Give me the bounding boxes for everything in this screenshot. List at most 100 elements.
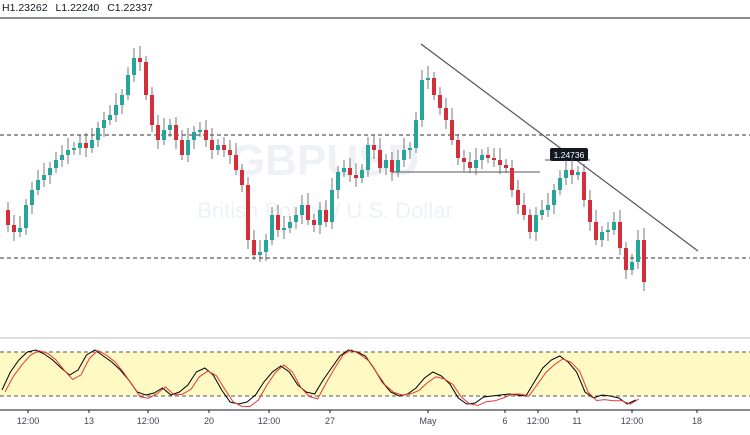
candle-up (366, 145, 370, 170)
candle-up (114, 105, 118, 115)
price-label-box (550, 148, 588, 161)
candle-down (144, 62, 148, 95)
x-axis-label: 11 (572, 416, 581, 426)
ohlc-close: C1.22337 (107, 2, 153, 14)
candle-up (36, 180, 40, 190)
candle-up (102, 120, 106, 128)
candle-up (396, 160, 400, 172)
stochastic-k-line (1, 349, 637, 405)
candle-down (204, 130, 208, 140)
candle-up (636, 240, 640, 262)
candle-up (48, 168, 52, 175)
candle-up (66, 150, 70, 155)
stochastic-band (0, 352, 750, 396)
candle-down (354, 175, 358, 178)
x-axis-label: 13 (84, 416, 94, 426)
candle-down (174, 125, 178, 140)
candle-up (402, 150, 406, 160)
x-axis-label: 12:00 (17, 416, 40, 426)
x-axis-label: 12:00 (137, 416, 160, 426)
candle-down (252, 240, 256, 255)
candle-up (54, 160, 58, 168)
candle-up (96, 128, 100, 140)
candle-down (234, 155, 238, 170)
candle-up (108, 115, 112, 120)
candle-down (456, 140, 460, 158)
candle-down (180, 140, 184, 155)
candle-down (240, 170, 244, 185)
candle-down (522, 205, 526, 215)
candle-down (432, 78, 436, 95)
ohlc-low: L1.22240 (55, 2, 100, 14)
candle-down (378, 150, 382, 168)
candle-up (126, 75, 130, 95)
candle-up (540, 210, 544, 215)
ohlc-readout: H1.23262 L1.22240 C1.22337 (2, 2, 158, 14)
candle-down (486, 155, 490, 158)
x-axis-label: 20 (204, 416, 214, 426)
x-axis-label: 18 (692, 416, 702, 426)
x-axis-label: 12:00 (527, 416, 550, 426)
candle-down (372, 145, 376, 150)
candle-up (258, 252, 262, 255)
candle-up (552, 190, 556, 205)
candle-down (246, 185, 250, 240)
x-axis-label: 27 (325, 416, 335, 426)
x-axis-label: May (419, 416, 437, 426)
x-axis-label: 6 (502, 416, 507, 426)
candle-up (294, 215, 298, 222)
candle-down (504, 165, 508, 168)
candle-up (198, 130, 202, 132)
candle-down (312, 220, 316, 225)
candle-up (330, 190, 334, 222)
candle-up (414, 120, 418, 148)
candle-up (288, 222, 292, 228)
candle-down (138, 58, 142, 62)
candle-down (348, 168, 352, 175)
candle-down (516, 190, 520, 205)
candle-down (156, 125, 160, 140)
candle-down (6, 210, 10, 225)
candle-down (210, 140, 214, 150)
candle-up (480, 155, 484, 160)
candle-up (384, 160, 388, 168)
candle-up (318, 210, 322, 225)
candle-up (612, 222, 616, 230)
candle-up (30, 190, 34, 205)
candle-down (570, 170, 574, 175)
candle-down (588, 200, 592, 222)
candle-up (342, 168, 346, 172)
candle-down (150, 95, 154, 125)
x-axis-ticks: 12:00 13 12:00 20 12:00 27 May 6 12:00 11 12:00 18 (17, 410, 702, 426)
candle-up (216, 145, 220, 150)
candles-group (6, 46, 646, 291)
candle-up (18, 228, 22, 232)
candle-up (90, 140, 94, 148)
candle-down (276, 215, 280, 230)
candle-up (264, 240, 268, 252)
candle-up (420, 80, 424, 120)
candle-down (528, 215, 532, 232)
candle-down (510, 168, 514, 190)
candle-down (582, 172, 586, 200)
candle-up (270, 215, 274, 240)
candle-down (438, 95, 442, 108)
candle-up (600, 232, 604, 240)
candle-up (426, 78, 430, 80)
stochastic-d-line (4, 349, 640, 408)
candle-down (498, 160, 502, 165)
candle-down (390, 160, 394, 172)
candle-up (282, 228, 286, 230)
candle-up (162, 130, 166, 140)
candle-up (630, 262, 634, 270)
candle-down (618, 222, 622, 248)
candle-down (492, 158, 496, 160)
candle-up (132, 58, 136, 75)
candle-down (12, 225, 16, 232)
candle-up (78, 143, 82, 148)
candle-up (60, 155, 64, 160)
candle-up (120, 95, 124, 105)
price-label-text: 1.24736 (554, 150, 585, 160)
